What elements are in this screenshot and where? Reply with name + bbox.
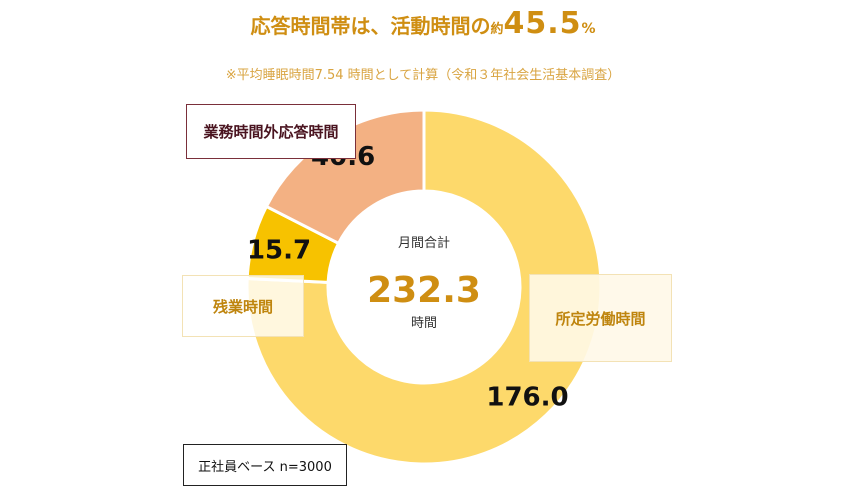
chart-title: 応答時間帯は、活動時間の約45.5% <box>0 6 846 41</box>
center-value: 232.3 <box>367 270 481 311</box>
title-unit: % <box>581 21 596 37</box>
title-value: 45.5 <box>503 6 582 41</box>
legend-box-regular: 所定労働時間 <box>529 274 672 362</box>
value-label-regular: 176.0 <box>486 383 568 413</box>
value-label-overtime: 15.7 <box>247 235 311 265</box>
chart-subtitle: ※平均睡眠時間7.54 時間として計算（令和３年社会生活基本調査） <box>225 68 621 83</box>
legend-label-overtime: 残業時間 <box>212 297 273 316</box>
center-label: 月間合計 <box>398 235 450 251</box>
legend-label-regular: 所定労働時間 <box>555 309 646 328</box>
sample-size-text: 正社員ベース n=3000 <box>198 459 332 475</box>
sample-size-note: 正社員ベース n=3000 <box>183 444 347 486</box>
slices-layer <box>245 108 603 466</box>
legend-box-outside-hours: 業務時間外応答時間 <box>186 104 356 159</box>
legend-label-outside-hours: 業務時間外応答時間 <box>203 123 339 141</box>
legend-box-overtime: 残業時間 <box>182 275 304 337</box>
title-small: 約 <box>490 22 504 37</box>
slice-outside-hours <box>264 108 426 246</box>
slice-regular <box>245 108 603 466</box>
center-unit: 時間 <box>411 316 437 331</box>
title-prefix: 応答時間帯は、活動時間の <box>250 14 491 38</box>
